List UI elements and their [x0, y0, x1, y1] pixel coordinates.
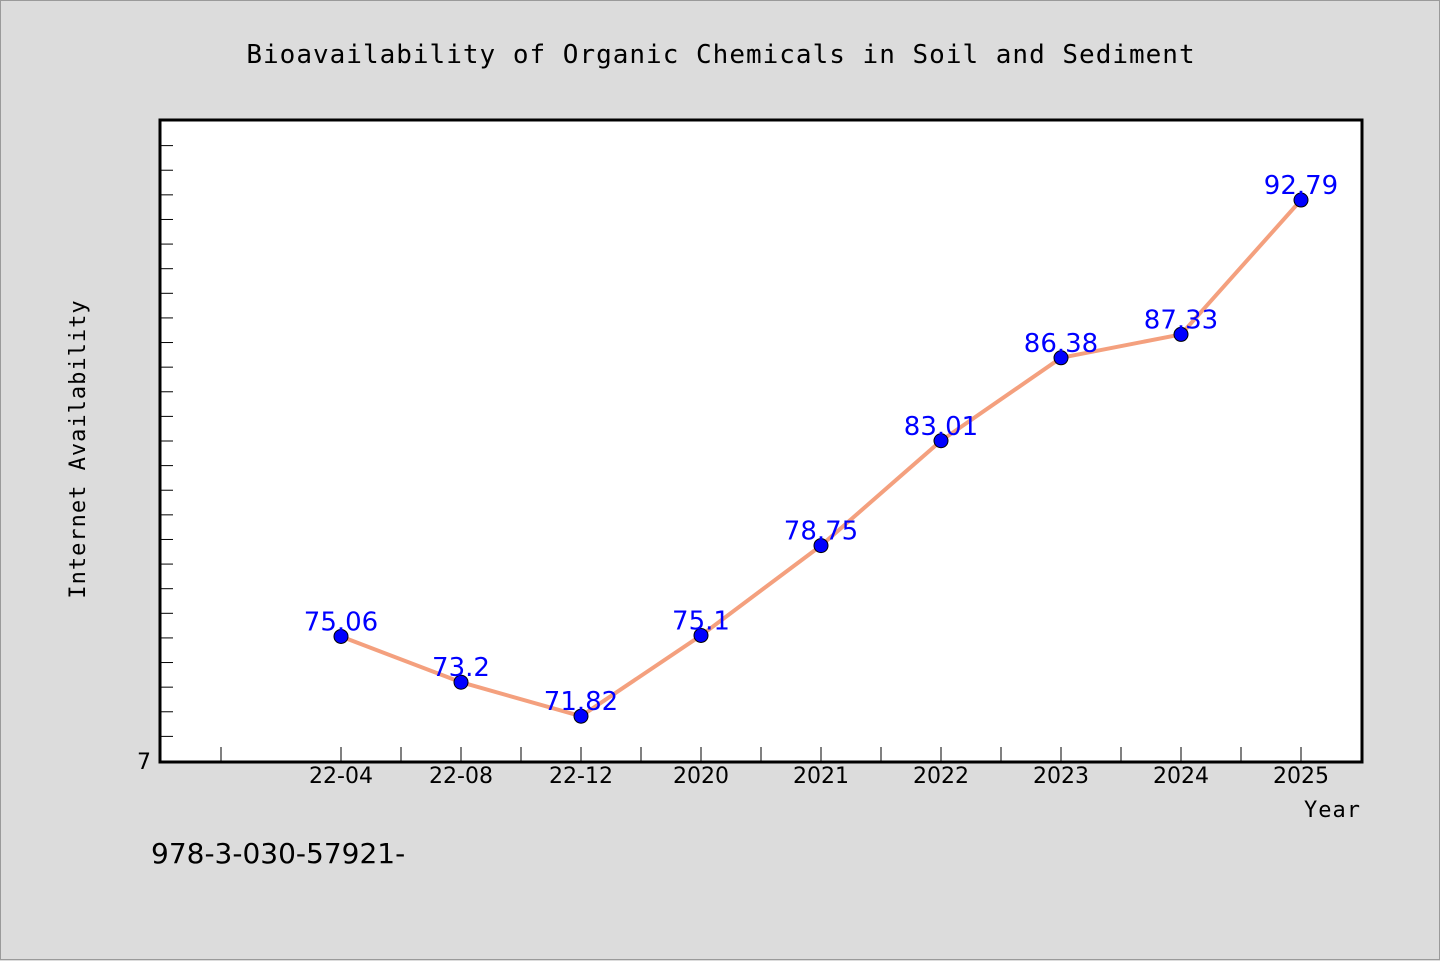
- isbn-text: 978-3-030-57921-: [151, 837, 405, 870]
- x-tick-label: 2021: [793, 764, 849, 789]
- data-markers: [333, 192, 1309, 724]
- chart-title: Bioavailability of Organic Chemicals in …: [246, 40, 1195, 70]
- x-axis-title: Year: [1304, 798, 1361, 823]
- data-label: 86.38: [1024, 329, 1098, 359]
- x-tick-label: 2022: [913, 764, 969, 789]
- data-point: [333, 628, 349, 644]
- x-tick-label: 22-12: [549, 764, 613, 789]
- data-label: 73.2: [432, 653, 490, 683]
- x-tick-label: 2024: [1153, 764, 1209, 789]
- data-label: 83.01: [904, 412, 978, 442]
- x-axis-ticks: [220, 747, 1302, 761]
- data-label: 71.82: [544, 687, 618, 717]
- data-label: 78.75: [784, 517, 858, 547]
- x-axis-tick-labels: 22-04 22-08 22-12 2020 2021 2022 2023 2024 2025: [309, 764, 1329, 789]
- y-axis-title: Internet Availability: [66, 299, 91, 598]
- data-point: [573, 708, 589, 724]
- x-tick-label: 2025: [1273, 764, 1329, 789]
- data-labels: 75.06 73.2 71.82 75.1 78.75 83.01 86.38 87.33 92…: [304, 171, 1338, 717]
- data-point: [1293, 192, 1309, 208]
- plot-area: [158, 118, 1364, 764]
- data-label: 92.79: [1264, 171, 1338, 201]
- y-axis-ticks: [161, 145, 173, 737]
- x-tick-label: 2020: [673, 764, 729, 789]
- data-point: [933, 433, 949, 449]
- x-tick-label: 22-04: [309, 764, 373, 789]
- data-label: 87.33: [1144, 305, 1218, 335]
- x-tick-label: 2023: [1033, 764, 1089, 789]
- data-point: [1053, 350, 1069, 366]
- data-point: [813, 538, 829, 554]
- data-point: [693, 627, 709, 643]
- data-point: [453, 674, 469, 690]
- x-tick-label: 22-08: [429, 764, 493, 789]
- y-tick-label: 7: [137, 750, 151, 775]
- data-label: 75.1: [672, 606, 730, 636]
- data-point: [1173, 326, 1189, 342]
- data-label: 75.06: [304, 607, 378, 637]
